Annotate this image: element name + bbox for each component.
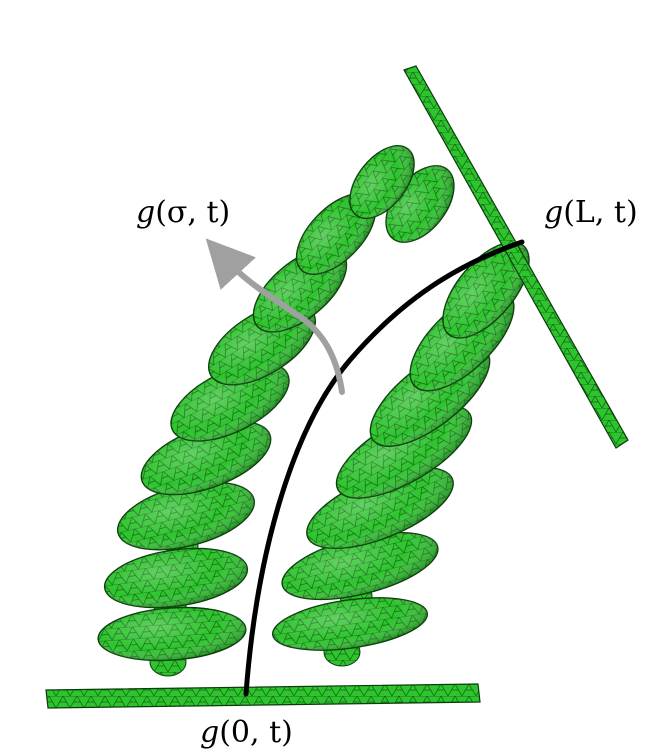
disk (442, 241, 530, 339)
disk (170, 362, 290, 442)
label-g-L-t: g(L, t) (544, 195, 638, 230)
sigma-arrow (205, 238, 345, 395)
disk (271, 597, 429, 651)
label-g-sigma-t: g(σ, t) (136, 195, 231, 230)
label-g-0-t: g(0, t) (200, 715, 293, 750)
disk (349, 145, 415, 219)
disk (116, 481, 256, 551)
disk (97, 606, 247, 662)
disk (103, 547, 249, 609)
base-plate (45, 683, 481, 709)
disk (281, 531, 439, 601)
end-plate (403, 65, 629, 449)
disk-stack-left (97, 145, 530, 677)
